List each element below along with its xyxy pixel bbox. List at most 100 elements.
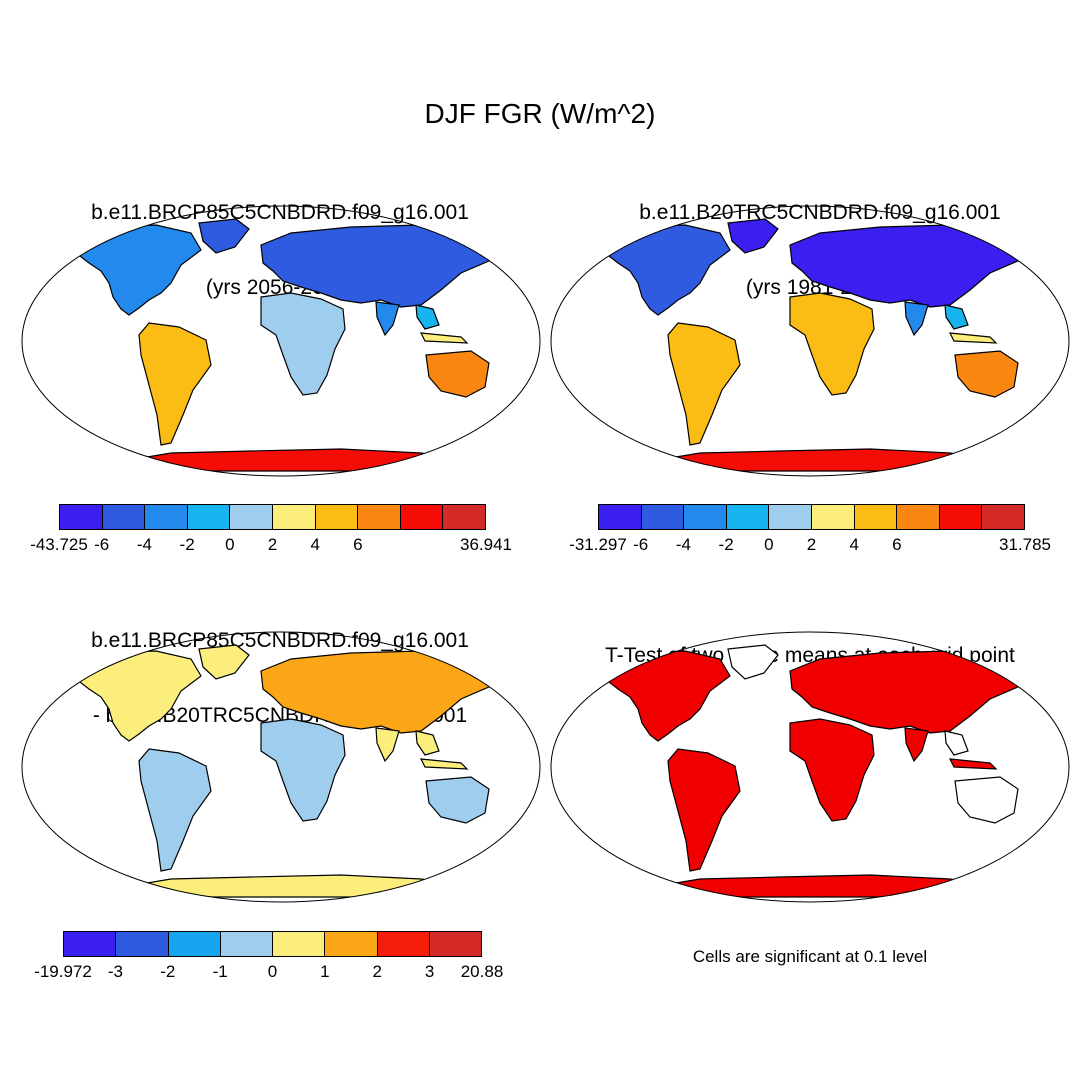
- colorbar-tick-label: -19.972: [34, 962, 92, 981]
- colorbar-swatch: [400, 505, 444, 529]
- colorbar-swatch: [64, 932, 117, 956]
- landmass-africa: [260, 292, 346, 396]
- colorbar-tick-label: -2: [160, 962, 176, 981]
- landmass-antarctica: [110, 448, 463, 472]
- landmass-southAmerica: [138, 748, 212, 872]
- landmass-northAmerica: [75, 650, 202, 742]
- colorbar-historical: [598, 504, 1025, 530]
- colorbar-tick-label: 2: [372, 962, 382, 981]
- landmass-antarctica: [110, 874, 463, 898]
- landmass-africa: [789, 292, 875, 396]
- landmass-southAmerica: [138, 322, 212, 446]
- ttest-note: Cells are significant at 0.1 level: [692, 947, 928, 966]
- colorbar-swatch: [315, 505, 359, 529]
- colorbar-future-ticks: -43.725 -6 -4 -2 0 2 4 6 36.941: [30, 535, 512, 557]
- colorbar-tick-label: -6: [633, 535, 649, 554]
- colorbar-tick-label: 2: [267, 535, 278, 554]
- landmass-australia: [425, 350, 490, 398]
- colorbar-tick-label: -31.297: [569, 535, 627, 554]
- panel-historical-title-line1: b.e11.B20TRC5CNBDRD.f09_g16.001: [639, 201, 1001, 224]
- colorbar-swatch: [145, 505, 188, 529]
- colorbar-swatch: [641, 505, 685, 529]
- colorbar-tick-label: 6: [353, 535, 363, 554]
- map-future: [21, 205, 541, 477]
- colorbar-tick-label: -4: [136, 535, 152, 554]
- landmass-india: [904, 727, 929, 763]
- colorbar-tick-label: -1: [212, 962, 228, 981]
- colorbar-swatch: [116, 932, 169, 956]
- colorbar-tick-label: -6: [94, 535, 110, 554]
- colorbar-tick-label: 36.941: [460, 535, 512, 554]
- colorbar-tick-label: 20.88: [460, 962, 504, 981]
- landmass-india: [904, 301, 929, 337]
- colorbar-tick-label: -3: [107, 962, 123, 981]
- landmass-seAsia: [944, 304, 969, 330]
- colorbar-swatch: [684, 505, 727, 529]
- colorbar-tick-label: -2: [718, 535, 734, 554]
- panel-future-title-line1: b.e11.BRCP85C5CNBDRD.f09_g16.001: [91, 201, 469, 224]
- colorbar-swatch: [726, 505, 770, 529]
- landmass-indonesia: [419, 758, 469, 770]
- landmass-seAsia: [944, 730, 969, 756]
- colorbar-swatch: [854, 505, 898, 529]
- colorbar-swatch: [429, 932, 481, 956]
- landmass-greenland: [727, 218, 779, 254]
- colorbar-swatch: [769, 505, 812, 529]
- landmass-africa: [260, 718, 346, 822]
- map-ttest: [550, 631, 1070, 903]
- colorbar-tick-label: -4: [675, 535, 691, 554]
- map-historical: [550, 205, 1070, 477]
- landmass-australia: [954, 350, 1019, 398]
- colorbar-tick-label: 4: [849, 535, 859, 554]
- figure-title: DJF FGR (W/m^2): [424, 98, 656, 129]
- colorbar-swatch: [811, 505, 855, 529]
- colorbar-difference-ticks: -19.972 -3 -2 -1 0 1 2 3 20.88: [34, 962, 503, 984]
- colorbar-tick-label: -2: [179, 535, 195, 554]
- colorbar-swatch: [325, 932, 378, 956]
- landmass-northAmerica: [604, 650, 731, 742]
- colorbar-tick-label: 3: [424, 962, 435, 981]
- landmass-india: [375, 301, 400, 337]
- landmass-antarctica: [639, 874, 992, 898]
- landmass-australia: [425, 776, 490, 824]
- landmass-seAsia: [415, 730, 440, 756]
- colorbar-tick-label: 0: [267, 962, 278, 981]
- map-boundary: [21, 631, 541, 903]
- colorbar-tick-label: 0: [764, 535, 774, 554]
- colorbar-tick-label: 2: [806, 535, 817, 554]
- landmass-greenland: [727, 644, 779, 680]
- colorbar-historical-ticks: -31.297 -6 -4 -2 0 2 4 6 31.785: [569, 535, 1051, 557]
- landmass-indonesia: [948, 758, 998, 770]
- colorbar-tick-label: 4: [310, 535, 320, 554]
- colorbar-future: [59, 504, 486, 530]
- panel-difference-title-line1: b.e11.BRCP85C5CNBDRD.f09_g16.001: [91, 629, 469, 652]
- map-difference: [21, 631, 541, 903]
- colorbar-swatch: [272, 505, 316, 529]
- colorbar-swatch: [897, 505, 940, 529]
- map-boundary: [21, 205, 541, 477]
- colorbar-tick-label: 6: [892, 535, 902, 554]
- colorbar-swatch: [273, 932, 326, 956]
- colorbar-tick-label: -43.725: [30, 535, 88, 554]
- landmass-indonesia: [419, 332, 469, 344]
- colorbar-tick-label: 0: [225, 535, 235, 554]
- landmass-indonesia: [948, 332, 998, 344]
- colorbar-swatch: [220, 932, 273, 956]
- landmass-greenland: [198, 218, 250, 254]
- colorbar-swatch: [187, 505, 231, 529]
- colorbar-swatch: [599, 505, 642, 529]
- map-boundary: [550, 205, 1070, 477]
- colorbar-swatch: [230, 505, 273, 529]
- landmass-northAmerica: [604, 224, 731, 316]
- landmass-india: [375, 727, 400, 763]
- colorbar-swatch: [358, 505, 401, 529]
- colorbar-swatch: [168, 932, 221, 956]
- colorbar-tick-label: 1: [320, 962, 330, 981]
- landmass-seAsia: [415, 304, 440, 330]
- colorbar-difference: [63, 931, 482, 957]
- colorbar-swatch: [377, 932, 430, 956]
- colorbar-tick-label: 31.785: [999, 535, 1051, 554]
- colorbar-swatch: [982, 505, 1024, 529]
- map-boundary: [550, 631, 1070, 903]
- landmass-southAmerica: [667, 322, 741, 446]
